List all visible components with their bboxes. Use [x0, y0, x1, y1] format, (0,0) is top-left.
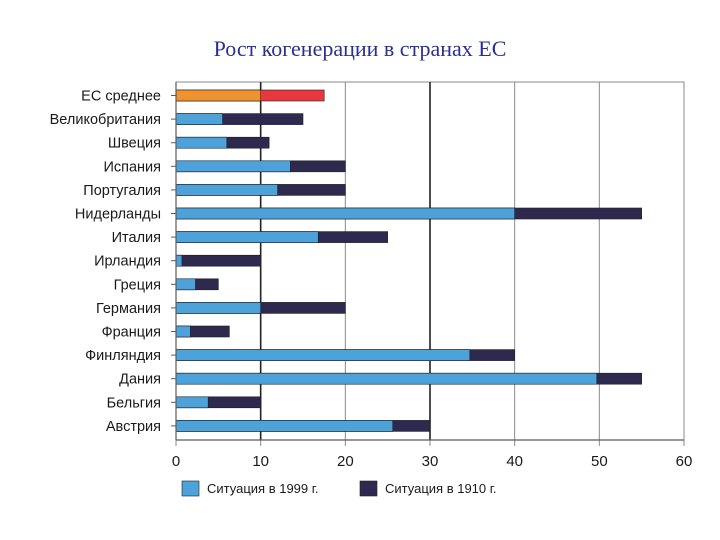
bar-1999 [175, 207, 515, 220]
bar-1999 [175, 325, 191, 338]
bars [175, 89, 642, 432]
category-label: Испания [103, 159, 161, 175]
category-label: Франция [102, 325, 161, 341]
legend-label: Ситуация в 1999 г. [207, 481, 319, 496]
bar-1999 [175, 113, 223, 125]
bar-1999 [175, 349, 471, 361]
bar-1999 [175, 302, 261, 314]
category-label: Дания [119, 372, 161, 388]
x-tick-label: 30 [422, 453, 439, 470]
legend: Ситуация в 1999 г. Ситуация в 1910 г. [181, 480, 497, 497]
bar-1999 [175, 420, 394, 432]
category-label: Ирландия [94, 254, 161, 270]
category-label: Италия [112, 230, 161, 246]
category-label: Германия [96, 301, 161, 317]
category-label: Португалия [83, 183, 161, 199]
bar-1999 [175, 231, 319, 243]
category-label: Финляндия [85, 348, 161, 364]
x-tick-label: 60 [676, 453, 693, 470]
legend-swatch [181, 480, 200, 497]
bar-1999 [175, 160, 291, 173]
legend-swatch [359, 480, 378, 497]
bar-1999 [175, 136, 228, 149]
x-tick-label: 0 [172, 453, 180, 470]
x-axis: 0 10 20 30 40 50 60 [171, 82, 692, 470]
bar-1999 [175, 89, 261, 102]
category-label: ЕС среднее [81, 89, 161, 105]
page-title: Рост когенерации в странах ЕС [213, 36, 507, 61]
x-tick-label: 50 [591, 453, 608, 470]
x-tick-label: 10 [252, 453, 269, 470]
legend-label: Ситуация в 1910 г. [385, 481, 497, 496]
category-label: Швеция [108, 136, 161, 152]
bar-1999 [175, 184, 278, 196]
bar-1910 [175, 254, 261, 267]
category-label: Великобритания [50, 112, 161, 128]
category-label: Бельгия [107, 395, 161, 411]
bar-1999 [175, 372, 598, 385]
category-label: Греция [114, 277, 161, 293]
category-label: Нидерланды [75, 207, 161, 223]
bar-1999 [175, 396, 209, 409]
bar-1999 [175, 254, 183, 267]
x-tick-label: 20 [337, 453, 354, 470]
category-labels: ЕС среднее Великобритания Швеция Испания Пор… [50, 89, 161, 435]
category-label: Австрия [106, 419, 161, 435]
bar-1999 [175, 278, 196, 291]
x-tick-label: 40 [506, 453, 523, 470]
